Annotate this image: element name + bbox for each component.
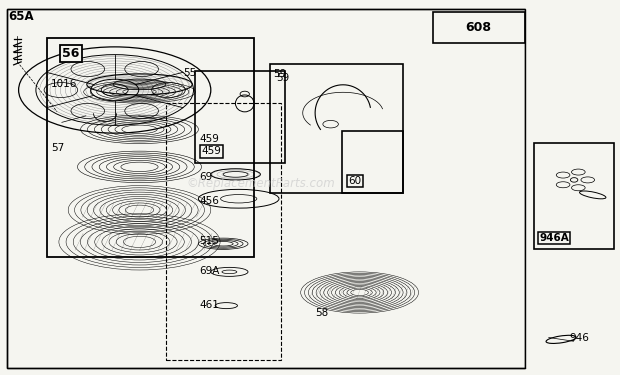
Bar — [46, 38, 254, 257]
Text: ©ReplacementParts.com: ©ReplacementParts.com — [186, 177, 335, 190]
Text: 58: 58 — [315, 308, 328, 318]
Bar — [433, 12, 525, 43]
Bar — [534, 142, 614, 249]
Bar — [7, 9, 525, 368]
Text: 69A: 69A — [200, 266, 220, 276]
Text: 946: 946 — [569, 333, 589, 343]
Text: 65A: 65A — [9, 10, 34, 23]
Bar — [195, 71, 285, 163]
Text: 69: 69 — [200, 172, 213, 182]
Text: 57: 57 — [51, 143, 64, 153]
Text: 55: 55 — [184, 68, 197, 78]
Text: 461: 461 — [200, 300, 219, 309]
Text: 946A: 946A — [539, 232, 569, 243]
Bar — [166, 103, 281, 360]
Text: 1016: 1016 — [51, 80, 78, 89]
Text: 456: 456 — [200, 196, 219, 206]
Text: 60: 60 — [348, 176, 361, 186]
Bar — [342, 131, 403, 193]
Text: 59: 59 — [276, 73, 289, 83]
Text: 608: 608 — [466, 21, 492, 34]
Text: 459: 459 — [202, 146, 221, 156]
Text: 56: 56 — [62, 47, 79, 60]
Bar — [525, 9, 617, 368]
Bar — [7, 9, 525, 368]
Text: 515: 515 — [200, 236, 219, 246]
Text: 59: 59 — [273, 69, 286, 79]
Text: 459: 459 — [200, 135, 219, 144]
Bar — [270, 64, 403, 193]
